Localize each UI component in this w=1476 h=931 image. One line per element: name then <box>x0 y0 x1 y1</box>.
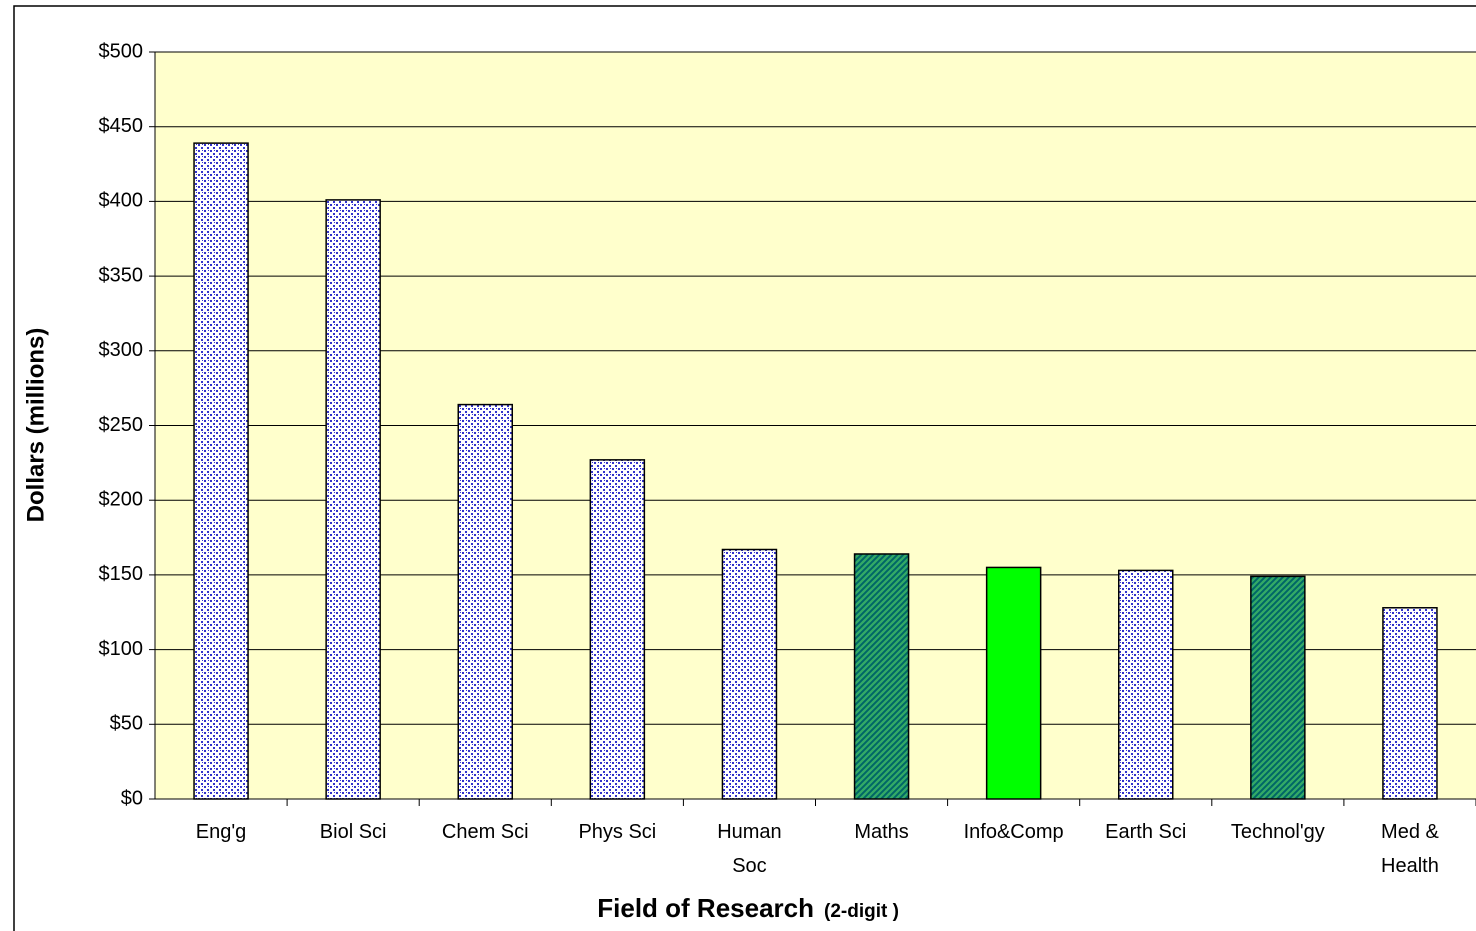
y-tick-label: $150 <box>99 563 144 585</box>
bar <box>325 199 381 800</box>
x-axis-note: (2-digit ) <box>824 901 899 922</box>
x-tick-label: Human Soc <box>717 821 782 877</box>
x-tick-label: Info&Comp <box>963 821 1064 843</box>
x-tick-label: Earth Sci <box>1105 821 1187 843</box>
y-tick-label: $100 <box>99 638 144 660</box>
x-tick-label: Maths <box>854 821 909 843</box>
y-tick-label: $0 <box>121 787 143 809</box>
x-tick-label: Technol'gy <box>1230 821 1325 843</box>
bar <box>193 142 249 800</box>
bar <box>1250 575 1306 800</box>
y-tick-label: $450 <box>99 115 144 137</box>
x-axis-title: Field of Research <box>597 893 814 923</box>
y-tick-label: $200 <box>99 488 144 510</box>
y-tick-label: $300 <box>99 339 144 361</box>
bar <box>853 553 910 800</box>
bar <box>1382 607 1438 800</box>
bar <box>985 566 1042 800</box>
x-tick-label: Med & Health <box>1381 821 1439 877</box>
y-tick-label: $500 <box>99 40 144 62</box>
x-tick-label: Phys Sci <box>578 821 657 843</box>
x-tick-label: Biol Sci <box>319 821 387 843</box>
x-tick-label: Chem Sci <box>441 821 529 843</box>
y-tick-label: $400 <box>99 190 144 212</box>
y-tick-label: $50 <box>110 713 143 735</box>
y-tick-label: $350 <box>99 264 144 286</box>
y-axis-title: Dollars (millions) <box>22 328 49 523</box>
bar <box>721 548 778 800</box>
bar <box>457 403 513 800</box>
y-tick-label: $250 <box>99 414 144 436</box>
bar <box>1118 569 1174 800</box>
bar <box>589 459 646 800</box>
x-tick-label: Eng'g <box>195 821 247 843</box>
